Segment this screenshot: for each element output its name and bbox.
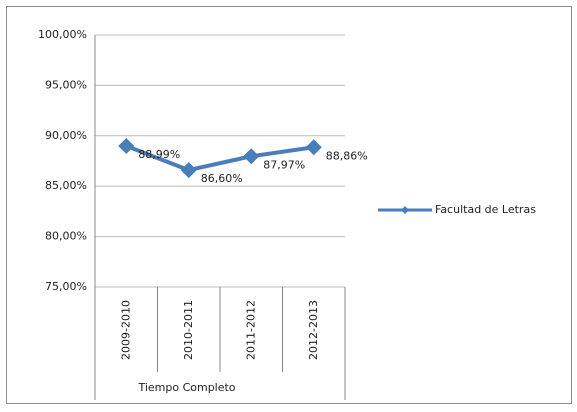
series-line <box>125 144 315 173</box>
chart-frame <box>6 6 572 404</box>
x-tick-label: 2009-2010 <box>119 300 132 360</box>
x-tick-label: 2010-2011 <box>182 300 195 360</box>
y-tick-label: 75,00% <box>45 280 87 293</box>
legend-marker <box>401 206 409 214</box>
marker <box>243 148 260 165</box>
y-tick-label: 80,00% <box>45 230 87 243</box>
marker <box>118 137 135 154</box>
x-tick-label: 2011-2012 <box>244 300 257 360</box>
axis-group-label: Tiempo Completo <box>137 381 235 394</box>
x-tick-label: 2012-2013 <box>307 300 320 360</box>
y-tick-label: 95,00% <box>45 78 87 91</box>
data-label: 86,60% <box>201 172 243 185</box>
legend-label: Facultad de Letras <box>435 203 536 216</box>
y-tick-label: 85,00% <box>45 179 87 192</box>
marker <box>180 162 197 179</box>
data-label: 87,97% <box>263 158 305 171</box>
y-tick-label: 100,00% <box>38 28 87 41</box>
data-label: 88,99% <box>138 148 180 161</box>
data-label: 88,86% <box>326 149 368 162</box>
marker <box>305 139 322 156</box>
y-tick-label: 90,00% <box>45 129 87 142</box>
